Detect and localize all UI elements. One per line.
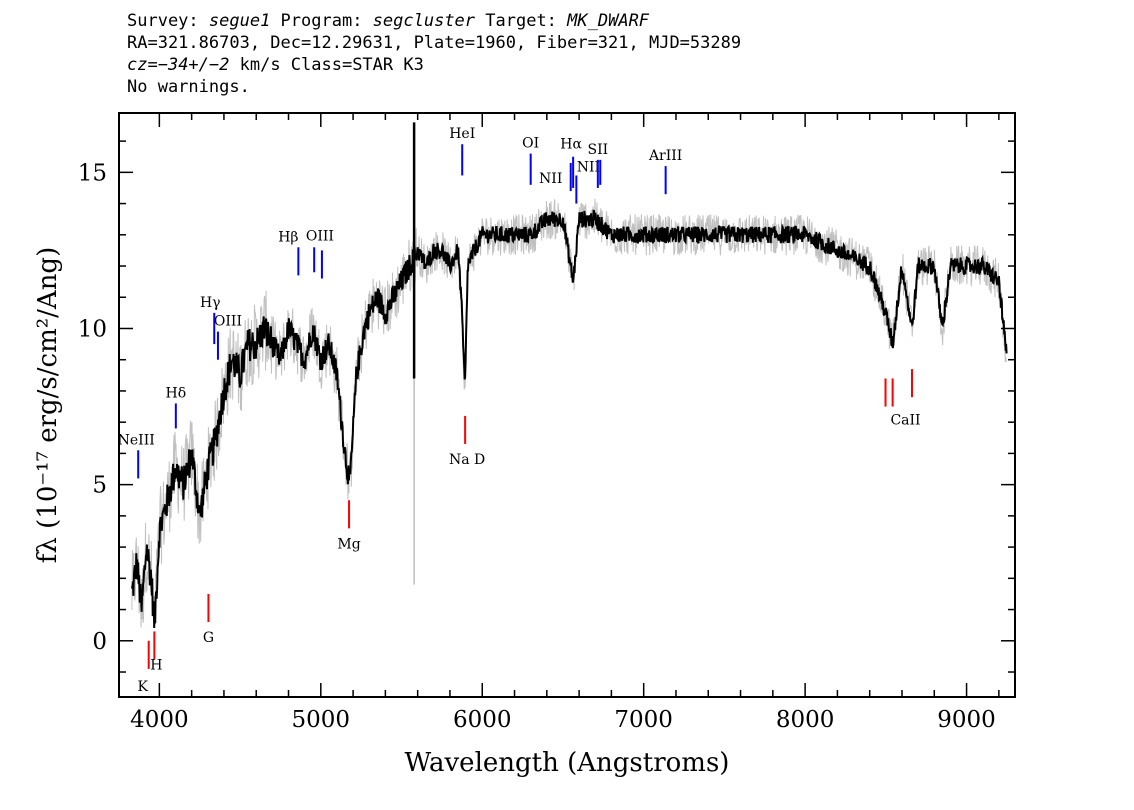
absorption-line-label: K bbox=[137, 679, 148, 695]
emission-line-label: ArIII bbox=[648, 148, 682, 164]
spectrum-header: Survey: segue1 Program: segcluster Targe… bbox=[127, 10, 741, 98]
flux-spectrum-line bbox=[130, 209, 1008, 629]
flux-series bbox=[130, 122, 1008, 629]
x-tick-label: 8000 bbox=[776, 707, 835, 733]
survey-label: Survey: bbox=[127, 11, 209, 31]
emission-line-label: OIII bbox=[214, 314, 242, 330]
x-tick-label: 5000 bbox=[292, 707, 351, 733]
absorption-line-label: Na D bbox=[449, 452, 485, 468]
emission-line-label: OIII bbox=[306, 228, 334, 244]
emission-line-label: SII bbox=[588, 142, 609, 158]
absorption-line-label: H bbox=[150, 658, 162, 674]
x-tick-label: 4000 bbox=[130, 707, 189, 733]
emission-line-label: NII bbox=[539, 171, 562, 187]
header-line-coordinates: RA=321.86703, Dec=12.29631, Plate=1960, … bbox=[127, 33, 742, 53]
survey-value: segue1 bbox=[208, 11, 271, 31]
emission-line-label: NII bbox=[577, 159, 600, 175]
header-line-survey: Survey: segue1 Program: segcluster Targe… bbox=[127, 10, 741, 32]
program-value: segcluster bbox=[372, 11, 476, 31]
emission-line-label: Hβ bbox=[278, 229, 298, 245]
emission-line-label: Hγ bbox=[200, 295, 221, 311]
x-tick-label: 6000 bbox=[453, 707, 512, 733]
plot-frame bbox=[118, 112, 1016, 698]
emission-line-label: OI bbox=[522, 136, 539, 152]
emission-line-label: NeIII bbox=[118, 432, 155, 448]
y-tick-label: 15 bbox=[78, 160, 107, 186]
target-value: MK_DWARF bbox=[567, 11, 650, 31]
absorption-line-label: G bbox=[203, 630, 214, 646]
y-tick-label: 10 bbox=[78, 316, 107, 342]
absorption-line-label: Mg bbox=[337, 536, 360, 552]
cz-value: −34+/−2 bbox=[157, 55, 230, 75]
y-axis-label: fλ (10⁻¹⁷ erg/s/cm²/Ang) bbox=[33, 247, 63, 563]
x-tick-label: 9000 bbox=[937, 707, 996, 733]
error-spectrum-line bbox=[131, 198, 1008, 628]
absorption-line-label: CaII bbox=[890, 413, 920, 429]
emission-line-label: Hδ bbox=[166, 385, 187, 401]
target-label: Target: bbox=[475, 11, 568, 31]
error-series bbox=[131, 198, 1008, 628]
program-label: Program: bbox=[270, 11, 373, 31]
emission-line-label: HeI bbox=[449, 126, 475, 142]
cz-label: cz= bbox=[127, 55, 158, 75]
header-line-warnings: No warnings. bbox=[127, 77, 250, 97]
x-axis-label: Wavelength (Angstroms) bbox=[405, 748, 730, 778]
y-tick-label: 0 bbox=[92, 629, 107, 655]
class-text: km/s Class=STAR K3 bbox=[229, 55, 424, 75]
header-line-redshift: cz=−34+/−2 km/s Class=STAR K3 bbox=[127, 54, 741, 76]
x-tick-label: 7000 bbox=[614, 707, 673, 733]
y-tick-label: 5 bbox=[92, 473, 107, 499]
axis-ticks: 4000 5000 6000 7000 8000 9000 0 5 10 15 bbox=[78, 113, 1015, 733]
emission-line-label: Hα bbox=[560, 137, 582, 153]
